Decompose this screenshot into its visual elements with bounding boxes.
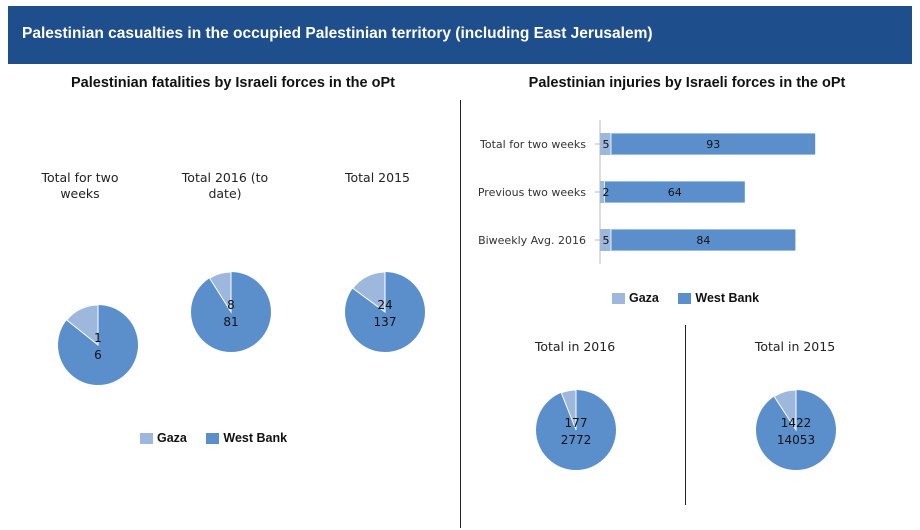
pie-label-2016: Total 2016 (to date) bbox=[181, 170, 269, 201]
fatal-two-weeks-label-west-bank: 6 bbox=[94, 348, 102, 362]
pie-fatalities-2016: 881 bbox=[191, 271, 271, 352]
pie-label-injuries-2015: Total in 2015 bbox=[754, 339, 836, 354]
injuries-title: Palestinian injuries by Israeli forces i… bbox=[528, 75, 846, 91]
bar-label-gaza: 5 bbox=[603, 234, 610, 247]
bar-category-label: Total for two weeks bbox=[479, 138, 586, 151]
fatalities-title: Palestinian fatalities by Israeli forces… bbox=[71, 75, 395, 91]
bar-gaza bbox=[600, 133, 611, 155]
injuries-bar-chart: Total for two weeks 5 93 Previous two weeks… bbox=[478, 120, 817, 264]
fatalities-legend: Gaza West Bank bbox=[140, 431, 303, 447]
legend-gaza: Gaza bbox=[140, 431, 187, 445]
bar-west-bank bbox=[610, 132, 817, 156]
fatal-2015-label-gaza: 24 bbox=[377, 298, 392, 312]
legend-gaza: Gaza bbox=[612, 291, 659, 305]
legend-west-bank: West Bank bbox=[206, 431, 287, 445]
bar-category-label: Previous two weeks bbox=[478, 186, 586, 199]
bar-label-west-bank: 84 bbox=[696, 234, 710, 247]
fatal-2016-slice-gaza bbox=[208, 271, 232, 314]
injury-2016-label-gaza: 177 bbox=[565, 416, 588, 430]
bar-label-gaza: 2 bbox=[603, 186, 610, 199]
injury-2015-slice-gaza bbox=[773, 389, 797, 432]
panel-divider bbox=[460, 100, 461, 528]
injury-2015-label-west-bank: 14053 bbox=[777, 433, 815, 447]
pie-injuries-2015: 1422 14053 bbox=[756, 389, 836, 470]
banner-title: Palestinian casualties in the occupied P… bbox=[22, 25, 653, 42]
injury-2016-label-west-bank: 2772 bbox=[561, 433, 592, 447]
pie-label-2015: Total 2015 bbox=[345, 170, 410, 185]
injury-2015-label-gaza: 1422 bbox=[781, 416, 812, 430]
fatal-2015-slice-gaza bbox=[352, 271, 386, 313]
injury-2016-slice-gaza bbox=[560, 389, 577, 431]
fatal-2015-label-west-bank: 137 bbox=[374, 315, 397, 329]
injuries-legend: Gaza West Bank bbox=[612, 291, 775, 307]
bar-gaza bbox=[600, 229, 611, 251]
bar-label-west-bank: 64 bbox=[668, 186, 682, 199]
pie-fatalities-two-weeks: 16 bbox=[58, 304, 138, 385]
fatal-two-weeks-slice-gaza bbox=[66, 304, 99, 347]
fatal-2016-label-west-bank: 81 bbox=[223, 315, 238, 329]
injury-pies-divider bbox=[685, 325, 686, 505]
bar-label-west-bank: 93 bbox=[706, 138, 720, 151]
banner: Palestinian casualties in the occupied P… bbox=[8, 6, 912, 64]
bar-gaza bbox=[600, 181, 605, 203]
bar-west-bank bbox=[603, 180, 746, 204]
bar-category-label: Biweekly Avg. 2016 bbox=[478, 234, 586, 247]
pie-label-injuries-2016: Total in 2016 bbox=[534, 339, 616, 354]
bar-west-bank bbox=[610, 228, 797, 252]
pie-injuries-2016: 177 2772 bbox=[536, 389, 616, 470]
pie-label-two-weeks: Total for two weeks bbox=[41, 170, 119, 201]
fatal-two-weeks-label-gaza: 1 bbox=[94, 331, 102, 345]
fatal-2016-label-gaza: 8 bbox=[227, 298, 235, 312]
legend-west-bank: West Bank bbox=[678, 291, 759, 305]
bar-label-gaza: 5 bbox=[603, 138, 610, 151]
